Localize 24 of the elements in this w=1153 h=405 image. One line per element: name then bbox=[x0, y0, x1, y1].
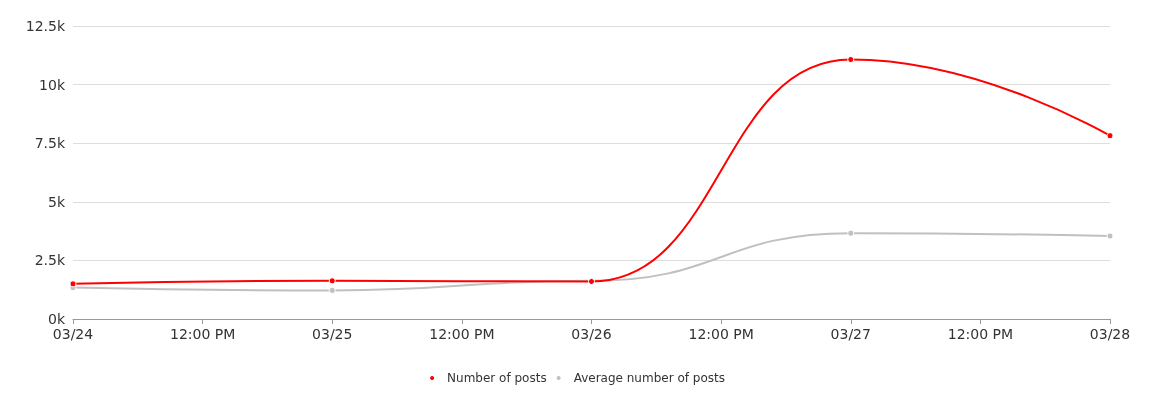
point bbox=[847, 229, 855, 237]
y-tick-label: 0k bbox=[47, 311, 66, 327]
x-tick-label: 12:00 PM bbox=[688, 326, 754, 342]
point bbox=[1106, 232, 1114, 240]
x-tick-label: 03/25 bbox=[312, 326, 353, 342]
legend-label: Average number of posts bbox=[573, 371, 725, 385]
x-tick-label: 12:00 PM bbox=[429, 326, 495, 342]
y-tick-label: 2.5k bbox=[34, 252, 66, 269]
x-tick-label: 12:00 PM bbox=[947, 326, 1014, 342]
x-tick-label: 12:00 PM bbox=[169, 326, 236, 342]
point bbox=[847, 56, 855, 64]
x-tick-label: 03/24 bbox=[52, 326, 94, 342]
point bbox=[1106, 132, 1114, 140]
y-tick-label: 7.5k bbox=[34, 135, 66, 152]
y-tick-label: 10k bbox=[39, 76, 66, 93]
y-tick-label: 5k bbox=[47, 193, 66, 210]
x-tick-label: 03/26 bbox=[571, 326, 612, 342]
point bbox=[328, 286, 336, 294]
point bbox=[328, 277, 336, 285]
x-tick-label: 03/27 bbox=[830, 326, 871, 342]
x-tick-label: 03/28 bbox=[1089, 326, 1131, 342]
legend-label: Number of posts bbox=[447, 371, 547, 385]
y-tick-label: 12.5k bbox=[25, 18, 66, 34]
point bbox=[69, 280, 77, 288]
